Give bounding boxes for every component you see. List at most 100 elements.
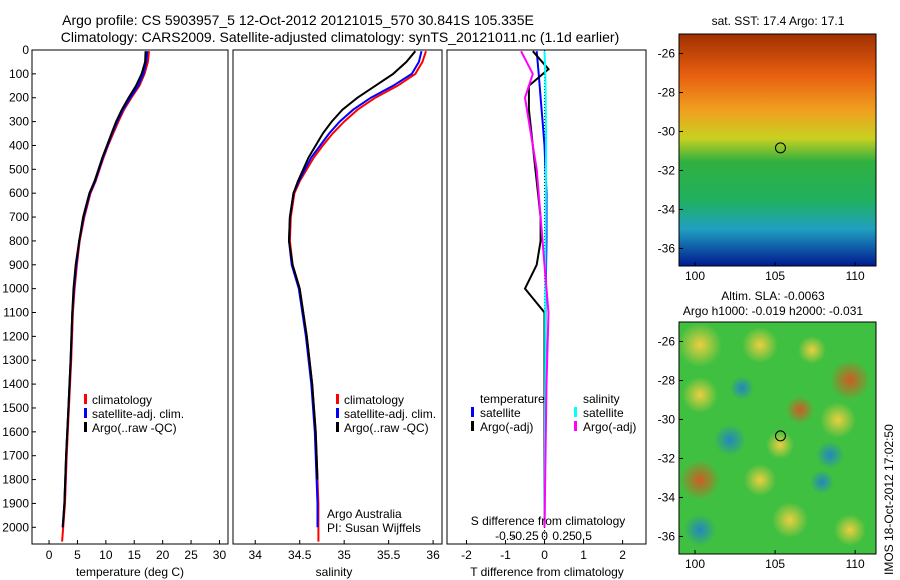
series-line-argo-adj-	[520, 50, 550, 528]
difference-axes	[446, 49, 647, 545]
y-tick-label: 1400	[2, 377, 29, 391]
temperature-xticks: 0 5 10 15 20 25 30	[46, 540, 226, 562]
y-tick-label: 400	[9, 138, 29, 152]
map-y-tick-label: -26	[658, 46, 676, 60]
difference-series	[520, 50, 550, 528]
legend-header-salinity: salinity	[583, 392, 620, 406]
legend-swatch-s-argo	[574, 421, 577, 431]
y-tick-label: 200	[9, 91, 29, 105]
y-tick-label: 1700	[2, 449, 29, 463]
y-tick-label: 100	[9, 67, 29, 81]
legend-swatch-t-argo	[471, 421, 474, 431]
series-line-climatology	[288, 50, 427, 542]
sla-feature	[810, 470, 834, 494]
salinity-axes	[232, 49, 443, 545]
y-tick-label: 600	[9, 186, 29, 200]
legend-label-t-satellite: satellite	[480, 406, 521, 420]
y-tick-label: 0	[22, 43, 29, 57]
map-y-tick-label: -32	[658, 451, 676, 465]
difference-xlabel-t: T difference from climatology	[470, 565, 624, 579]
legend-swatch-s-satellite	[574, 407, 577, 417]
x-tick-label: 0	[541, 548, 548, 562]
x-tick-label: 20	[156, 548, 170, 562]
x-tick-label: 36	[426, 548, 440, 562]
temperature-legend: climatology satellite-adj. clim. Argo(..…	[84, 393, 184, 435]
sla-map-axes	[678, 321, 877, 555]
legend-label-climatology: climatology	[344, 393, 404, 407]
sst-map-yticks: -26 -28 -30 -32 -34 -36	[658, 46, 683, 255]
sla-map: Altim. SLA: -0.0063 Argo h1000: -0.019 h…	[658, 289, 877, 571]
map-y-tick-label: -30	[658, 124, 676, 138]
series-line-argo-raw-qc-	[61, 51, 147, 528]
series-line-argo-raw-qc-	[287, 50, 417, 480]
legend-swatch-argo	[336, 422, 339, 432]
difference-xticks: -2 -1 0 1 2	[461, 540, 626, 562]
x-tick-label: 10	[99, 548, 113, 562]
x-tick-label: 1	[580, 548, 587, 562]
map-y-tick-label: -36	[658, 529, 676, 543]
title-line-1: Argo profile: CS 5903957_5 12-Oct-2012 2…	[62, 12, 534, 28]
series-line-climatology	[61, 51, 150, 542]
x-tick-label-salinity: 0.25	[552, 529, 576, 543]
y-tick-label: 500	[9, 162, 29, 176]
x-tick-label: 2	[619, 548, 626, 562]
sla-feature	[730, 376, 754, 400]
legend-label-argo: Argo(..raw -QC)	[92, 421, 177, 435]
sla-feature	[678, 323, 722, 367]
legend-label-satellite: satellite-adj. clim.	[92, 407, 184, 421]
map-y-tick-label: -34	[658, 490, 676, 504]
y-tick-label: 1300	[2, 353, 29, 367]
salinity-series	[287, 50, 427, 542]
legend-swatch-argo	[84, 422, 87, 432]
map-y-tick-label: -28	[658, 373, 676, 387]
sst-map-title: sat. SST: 17.4 Argo: 17.1	[712, 14, 845, 28]
y-tick-label: 800	[9, 234, 29, 248]
map-y-tick-label: -28	[658, 85, 676, 99]
map-x-tick-label: 105	[765, 269, 785, 283]
sla-feature	[744, 464, 776, 496]
series-line-satellite-adj-clim-	[287, 50, 423, 528]
sla-map-title-2: Argo h1000: -0.019 h2000: -0.031	[683, 304, 863, 318]
x-tick-label: 5	[74, 548, 81, 562]
sla-feature	[786, 396, 814, 424]
x-tick-label: 35.5	[377, 548, 401, 562]
y-tick-label: 700	[9, 210, 29, 224]
annotation-institution: Argo Australia	[327, 507, 402, 521]
legend-header-temperature: temperature	[480, 392, 545, 406]
y-tick-label: 300	[9, 115, 29, 129]
sla-feature	[680, 460, 720, 500]
sla-map-xticks: 100 105 110	[685, 550, 865, 571]
x-tick-label-salinity: 0.5	[575, 529, 592, 543]
sla-feature	[772, 502, 808, 538]
sla-feature	[682, 377, 718, 413]
legend-label-satellite: satellite-adj. clim.	[344, 407, 436, 421]
map-y-tick-label: -26	[658, 334, 676, 348]
sla-feature	[834, 514, 866, 546]
difference-xlabel-s: S difference from climatology	[471, 514, 626, 528]
sla-map-title-1: Altim. SLA: -0.0063	[721, 289, 825, 303]
legend-label-climatology: climatology	[92, 393, 152, 407]
sla-feature	[830, 360, 870, 400]
sst-map-xticks: 100 105 110	[685, 262, 865, 283]
sla-feature	[820, 402, 856, 438]
x-tick-label: 25	[184, 548, 198, 562]
map-y-tick-label: -30	[658, 412, 676, 426]
map-x-tick-label: 100	[685, 557, 705, 571]
y-tick-label: 1200	[2, 329, 29, 343]
y-tick-label: 2000	[2, 520, 29, 534]
x-tick-label-salinity: -0.25	[511, 529, 539, 543]
sst-map: sat. SST: 17.4 Argo: 17.1 100 105 110 -26 -…	[658, 14, 877, 283]
y-tick-label: 1000	[2, 282, 29, 296]
x-tick-label: 35	[337, 548, 351, 562]
sst-map-field	[679, 34, 876, 266]
x-tick-label-salinity: 0	[541, 529, 548, 543]
argo-position-marker	[774, 430, 786, 442]
y-tick-label: 1900	[2, 496, 29, 510]
y-tick-label: 1500	[2, 401, 29, 415]
sla-map-features	[678, 323, 870, 546]
argo-position-marker	[774, 142, 786, 154]
legend-label-s-satellite: satellite	[583, 406, 624, 420]
sla-feature	[816, 441, 844, 469]
map-y-tick-label: -34	[658, 202, 676, 216]
